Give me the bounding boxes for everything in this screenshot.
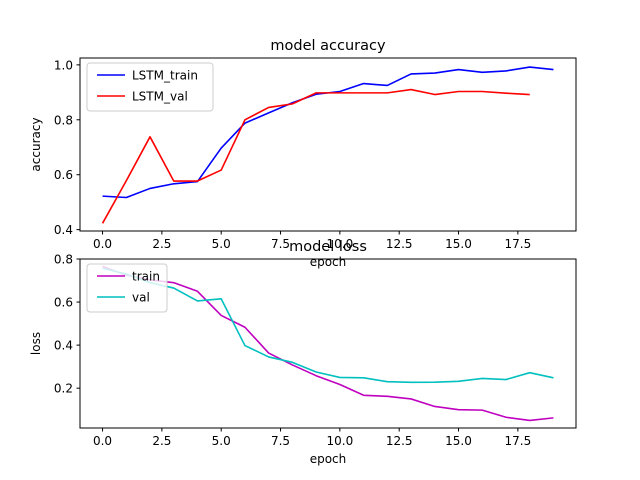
chart2-plot: 0.0 2.5 5.0 7.5 10.0 12.5 15.0 17.5 0.2 0.4 0.6 0.8… <box>29 239 577 466</box>
chart1-legend-label: LSTM_train <box>132 69 198 83</box>
chart2-y-tick-label: 0.6 <box>54 296 73 310</box>
chart2-x-tick-label: 2.5 <box>152 434 171 448</box>
chart1-y-tick-label: 0.8 <box>54 113 73 127</box>
chart2-x-tick-label: 15.0 <box>445 434 472 448</box>
chart1-x-tick-label: 17.5 <box>504 237 531 251</box>
chart1-x-tick-label: 15.0 <box>445 237 472 251</box>
chart2-y-axis-label: loss <box>29 332 43 355</box>
chart1-x-axis-label: epoch <box>310 255 347 269</box>
chart2-series-train-line <box>102 265 554 422</box>
chart2-x-tick-label: 7.5 <box>271 434 290 448</box>
chart2-title: model loss <box>289 239 367 255</box>
chart1-x-tick-label: 2.5 <box>152 237 171 251</box>
chart1-series-lstm-val-line <box>101 88 530 224</box>
chart2-y-tick-label: 0.4 <box>54 339 73 353</box>
chart1-x-tick-label: 5.0 <box>212 237 231 251</box>
chart2-x-tick-label: 0.0 <box>93 434 112 448</box>
chart2-legend: train val <box>86 263 168 313</box>
chart2-legend-label: train <box>132 270 160 284</box>
chart1-y-axis-label: accuracy <box>29 117 43 171</box>
chart1-x-tick-label: 0.0 <box>93 237 112 251</box>
chart1-y-tick-label: 0.4 <box>54 223 73 237</box>
chart1-plot: 0.0 2.5 5.0 7.5 10.0 12.5 15.0 17.5 0.4 0.6 0.8 1.0… <box>29 38 577 269</box>
chart1-legend-label: LSTM_val <box>132 90 188 104</box>
chart2-x-tick-label: 17.5 <box>504 434 531 448</box>
chart1-x-tick-label: 12.5 <box>386 237 413 251</box>
chart1-x-tick-label: 7.5 <box>271 237 290 251</box>
chart1-title: model accuracy <box>270 38 386 54</box>
chart2-x-axis-label: epoch <box>310 452 347 466</box>
chart2-series-val-line <box>102 267 554 384</box>
chart1-axes-frame <box>79 57 577 232</box>
chart2-x-tick-label: 10.0 <box>327 434 354 448</box>
chart2-y-tick-label: 0.8 <box>54 253 73 267</box>
chart1-y-tick-label: 1.0 <box>54 58 73 72</box>
chart2-axes-frame <box>79 258 577 429</box>
chart2-x-tick-label: 12.5 <box>386 434 413 448</box>
chart2-x-tick-label: 5.0 <box>212 434 231 448</box>
chart2-y-tick-label: 0.2 <box>54 382 73 396</box>
chart2-legend-label: val <box>132 291 150 305</box>
chart1-y-tick-label: 0.6 <box>54 168 73 182</box>
chart1-x-tick-label: 10.0 <box>327 237 354 251</box>
chart1-legend: LSTM_train LSTM_val <box>86 62 214 112</box>
